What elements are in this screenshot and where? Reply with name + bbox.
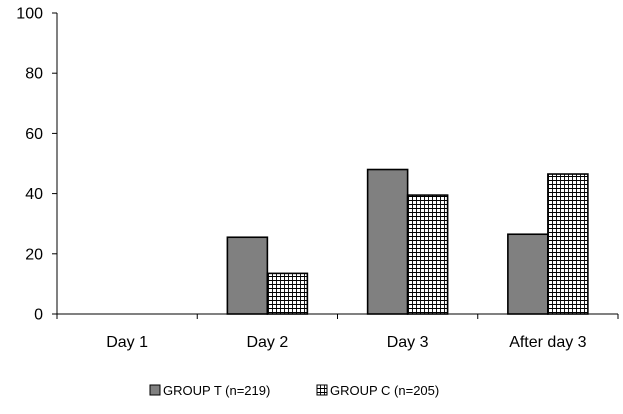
y-tick-label: 80	[25, 66, 43, 83]
legend-swatch	[149, 384, 161, 396]
y-tick-label: 20	[25, 246, 43, 263]
y-axis-ticks: 0 20 40 60 80 100	[16, 6, 57, 324]
legend-label: GROUP T (n=219)	[163, 383, 270, 398]
bar-group-c	[547, 173, 589, 315]
bar-group-t	[366, 168, 409, 315]
legend: GROUP T (n=219) GROUP C (n=205)	[149, 383, 439, 398]
x-axis-labels: Day 1 Day 2 Day 3 After day 3	[106, 334, 586, 351]
bar-group-c	[266, 272, 309, 315]
y-tick-label: 40	[25, 186, 43, 203]
y-tick-label: 100	[16, 6, 43, 23]
y-tick-label: 60	[25, 126, 43, 143]
bar-group-t	[226, 236, 269, 315]
bar-group-t	[507, 233, 549, 315]
bar-group-c	[406, 194, 449, 315]
bars	[226, 168, 589, 315]
x-tick-label: Day 2	[246, 334, 288, 351]
x-tick-label: Day 1	[106, 334, 148, 351]
x-tick-label: After day 3	[509, 334, 586, 351]
legend-label: GROUP C (n=205)	[330, 383, 439, 398]
x-tick-label: Day 3	[387, 334, 429, 351]
legend-swatch	[316, 384, 328, 396]
y-tick-label: 0	[34, 307, 43, 324]
